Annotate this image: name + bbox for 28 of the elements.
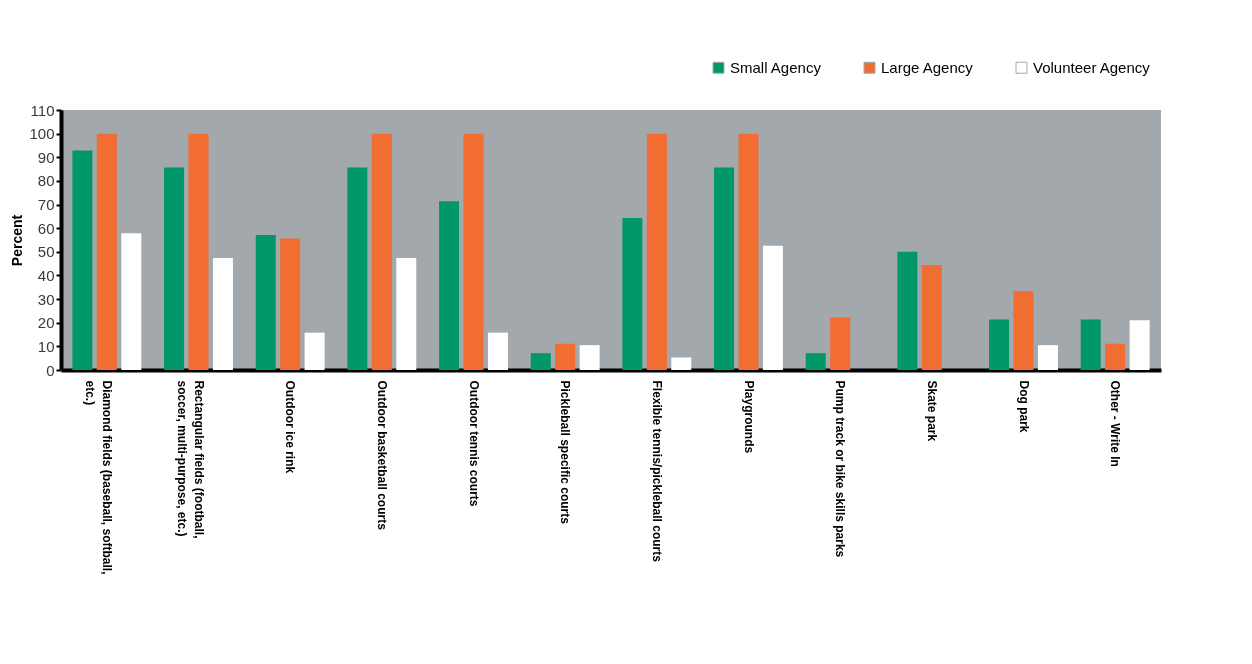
legend-label: Large Agency bbox=[881, 58, 974, 76]
y-tick-label: 50 bbox=[37, 243, 55, 261]
x-tick-label: Outdoor ice rink bbox=[283, 380, 298, 474]
y-tick-label: 20 bbox=[37, 314, 55, 332]
y-tick-label: 90 bbox=[37, 148, 55, 166]
x-tick-label: Other - Write In bbox=[1108, 380, 1123, 467]
y-tick-label: 80 bbox=[37, 172, 55, 190]
x-tick-label: Outdoor basketball courts bbox=[374, 380, 389, 531]
y-tick-label: 100 bbox=[29, 125, 55, 143]
x-tick-label: Pump track or bike skills parks bbox=[833, 380, 848, 558]
y-tick-label: 70 bbox=[37, 196, 55, 214]
y-tick-label: 10 bbox=[37, 337, 55, 355]
x-tick-label: Flexible tennis/pickleball courts bbox=[649, 380, 664, 563]
legend-label: Volunteer Agency bbox=[1033, 58, 1151, 76]
x-tick-label: Diamond fields (baseball, softball, etc.) bbox=[82, 380, 114, 575]
y-tick-label: 60 bbox=[37, 219, 55, 237]
y-tick-label: 0 bbox=[46, 361, 55, 379]
x-tick-label: Pickleball specific courts bbox=[558, 380, 573, 525]
y-axis-title: Percent bbox=[9, 214, 26, 267]
y-tick-label: 30 bbox=[37, 290, 55, 308]
x-tick-label: Rectangular fields (football, soccer, multi-purpose, etc.) bbox=[174, 380, 206, 539]
legend-label: Small Agency bbox=[730, 58, 822, 76]
y-tick-label: 40 bbox=[37, 266, 55, 284]
y-tick-label: 110 bbox=[30, 101, 55, 119]
x-tick-label: Playgrounds bbox=[741, 380, 756, 454]
x-tick-label: Dog park bbox=[1016, 380, 1031, 433]
x-tick-label: Outdoor tennis courts bbox=[466, 380, 481, 507]
x-tick-label: Skate park bbox=[924, 380, 939, 442]
